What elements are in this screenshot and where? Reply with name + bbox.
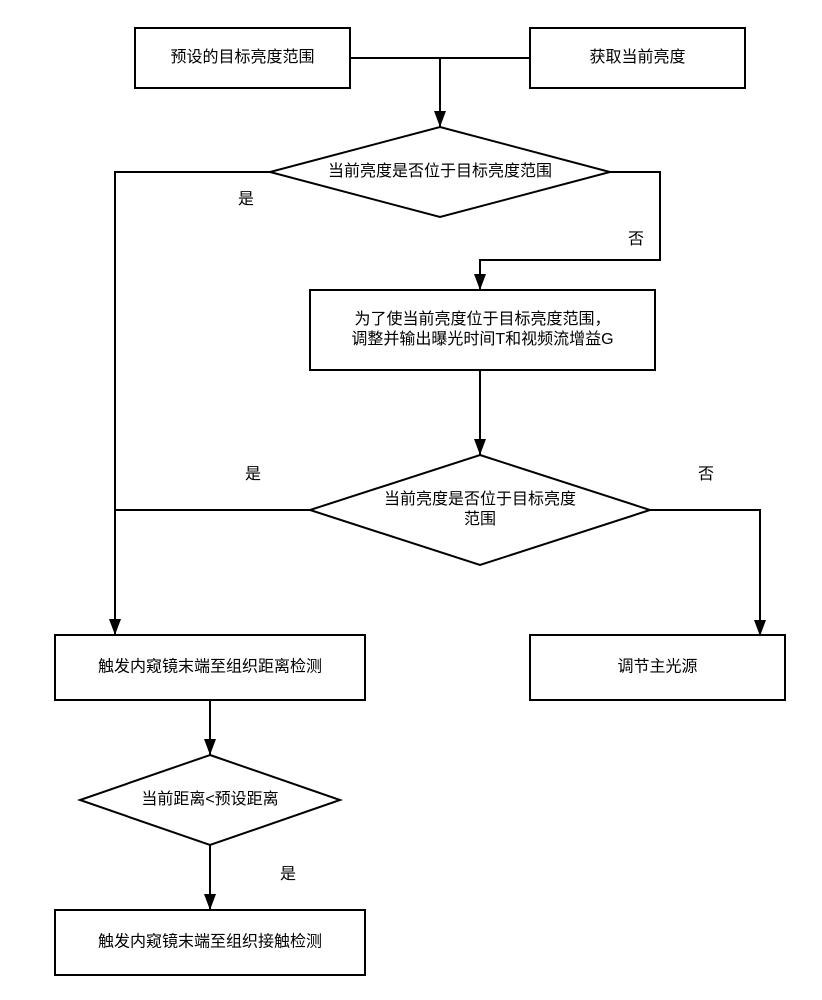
node-text: 当前距离<预设距离 [141,790,278,808]
node-text: 为了使当前亮度位于目标亮度范围， [354,310,610,328]
edge-label: 否 [698,466,714,483]
edge-label: 是 [280,866,296,883]
decision-diamond [310,455,650,565]
process-box [310,290,655,370]
node-text: 触发内窥镜末端至组织距离检测 [98,657,322,676]
edge [115,172,270,635]
node-text: 获取当前亮度 [589,48,685,66]
node-text: 当前亮度是否位于目标亮度范围 [328,162,552,180]
node-text: 触发内窥镜末端至组织接触检测 [98,932,322,951]
node-text: 范围 [464,510,496,528]
node-text: 当前亮度是否位于目标亮度 [384,490,576,508]
node-text: 调节主光源 [617,658,697,676]
edge-label: 是 [238,191,254,208]
node-text: 预设的目标亮度范围 [170,48,314,66]
edge [650,510,760,636]
edge-label: 是 [245,466,261,483]
edge [350,58,440,127]
flowchart-canvas: 否是是否是预设的目标亮度范围获取当前亮度当前亮度是否位于目标亮度范围为了使当前亮… [0,0,822,1000]
edge-label: 否 [628,231,644,248]
node-text: 调整并输出曝光时间T和视频流增益G [351,330,613,348]
